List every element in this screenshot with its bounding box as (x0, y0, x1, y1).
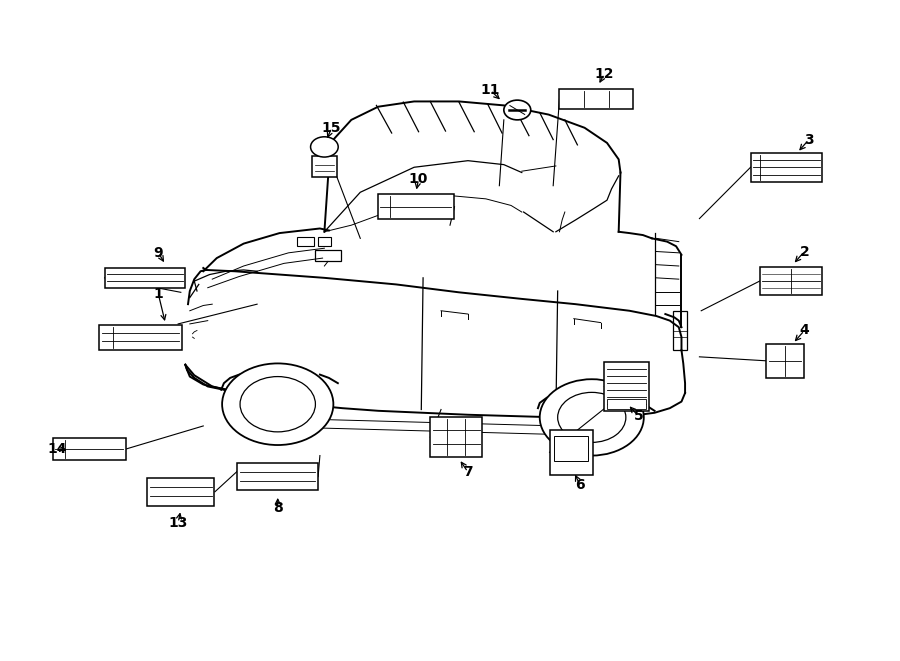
Text: 7: 7 (464, 465, 472, 479)
Text: 12: 12 (595, 67, 614, 81)
Text: 9: 9 (154, 246, 163, 260)
Circle shape (222, 364, 333, 445)
Bar (52, 438, 126, 459)
Bar (311, 156, 337, 177)
Circle shape (540, 379, 644, 455)
Bar (104, 268, 185, 288)
Text: 5: 5 (634, 409, 643, 423)
Bar (604, 362, 649, 411)
Text: 3: 3 (804, 133, 814, 147)
Bar (560, 89, 633, 108)
Bar (298, 237, 313, 247)
Bar (554, 436, 589, 461)
Circle shape (240, 377, 315, 432)
Bar (99, 325, 182, 350)
Bar (318, 237, 330, 247)
Bar (751, 153, 823, 182)
Circle shape (504, 100, 531, 120)
Circle shape (310, 137, 338, 157)
Text: 14: 14 (48, 442, 67, 456)
Bar (760, 267, 823, 295)
Text: 1: 1 (154, 288, 163, 301)
Text: 11: 11 (481, 83, 500, 97)
Bar (672, 311, 687, 350)
Bar (504, 100, 531, 120)
Text: 2: 2 (799, 245, 809, 258)
Bar (550, 430, 593, 475)
Bar (607, 399, 646, 409)
Text: 15: 15 (322, 121, 341, 135)
Text: 8: 8 (273, 501, 283, 515)
Bar (238, 463, 318, 490)
Bar (430, 417, 482, 457)
Bar (315, 250, 340, 261)
Bar (378, 194, 454, 219)
Bar (148, 478, 214, 506)
Bar (311, 139, 337, 177)
Bar (766, 344, 804, 378)
Text: 10: 10 (409, 172, 428, 186)
Text: 6: 6 (575, 478, 585, 492)
Text: 13: 13 (168, 516, 188, 529)
Circle shape (558, 393, 626, 442)
Text: 4: 4 (799, 323, 809, 338)
